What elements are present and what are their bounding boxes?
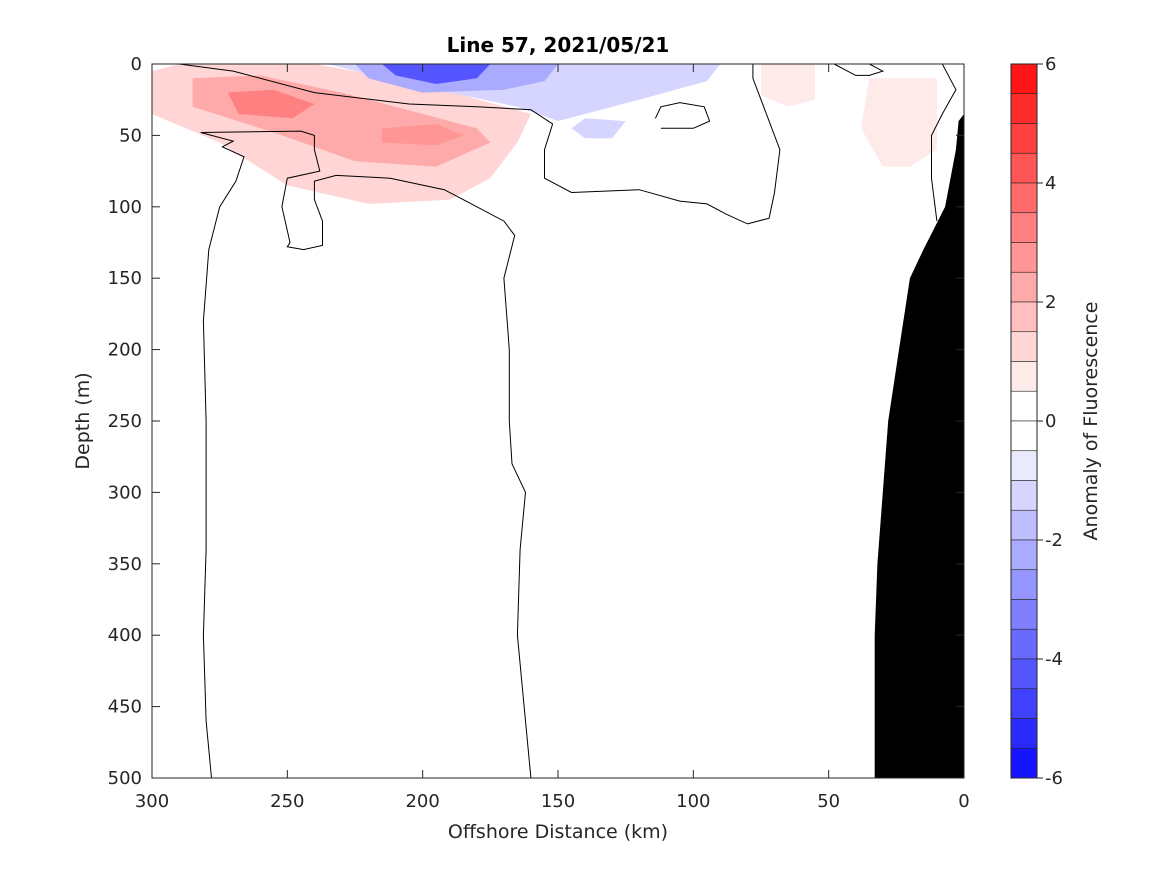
colorbar-bin [1010, 599, 1038, 630]
zero-contour-line [654, 102, 711, 129]
colorbar-bin [1010, 152, 1038, 184]
colorbar-tick-label: -4 [1045, 649, 1063, 670]
positive-anomaly-region [761, 64, 816, 107]
colorbar-tick-label: 2 [1045, 292, 1056, 313]
colorbar-bin [1010, 331, 1038, 362]
y-tick-label: 500 [108, 768, 142, 789]
x-axis: 300 250 200 150 100 50 0 [135, 64, 970, 812]
contour-lines [179, 64, 957, 778]
colorbar-bin [1010, 539, 1038, 571]
colorbar-bin [1010, 747, 1038, 779]
colorbar-tick-label: 6 [1045, 54, 1056, 75]
colorbar-bin [1010, 718, 1038, 749]
colorbar-tick-label: -2 [1045, 530, 1063, 551]
colorbar-bin [1010, 301, 1038, 333]
colorbar-bin [1010, 242, 1038, 273]
colorbar-tick-label: 0 [1045, 411, 1056, 432]
bathymetry [874, 114, 964, 778]
zero-contour-line [931, 64, 957, 222]
y-tick-label: 250 [108, 411, 142, 432]
y-tick-label: 300 [108, 482, 142, 503]
y-tick-label: 450 [108, 697, 142, 718]
colorbar-bin [1010, 271, 1038, 303]
y-axis-label: Depth (m) [72, 372, 94, 469]
colorbar: 6 4 2 0 -2 -4 -6 Anomaly of Fluorescence [1010, 54, 1102, 789]
colorbar-bin [1010, 212, 1038, 243]
x-tick-label: 300 [135, 791, 169, 812]
y-tick-label: 350 [108, 554, 142, 575]
colorbar-tick-label: 4 [1045, 173, 1056, 194]
y-tick-label: 150 [108, 268, 142, 289]
x-tick-label: 50 [817, 791, 840, 812]
x-tick-label: 150 [541, 791, 575, 812]
colorbar-bin [1010, 450, 1038, 481]
colorbar-bin [1010, 63, 1038, 95]
colorbar-bin [1010, 182, 1038, 214]
y-tick-label: 200 [108, 340, 142, 361]
colorbar-bin [1010, 628, 1038, 660]
colorbar-ticks: 6 4 2 0 -2 -4 -6 [1037, 54, 1063, 789]
x-axis-label: Offshore Distance (km) [448, 821, 668, 843]
x-tick-label: 200 [405, 791, 439, 812]
chart-title: Line 57, 2021/05/21 [447, 33, 670, 57]
colorbar-bin [1010, 658, 1038, 690]
colorbar-bin [1010, 390, 1038, 422]
colorbar-bin [1010, 361, 1038, 392]
positive-anomaly-region [861, 78, 937, 167]
x-tick-label: 250 [270, 791, 304, 812]
y-tick-label: 0 [131, 54, 142, 75]
filled-contours [152, 64, 937, 204]
zero-contour-line [179, 64, 781, 225]
colorbar-label: Anomaly of Fluorescence [1080, 302, 1102, 541]
colorbar-bin [1010, 93, 1038, 124]
colorbar-bin [1010, 509, 1038, 541]
colorbar-bins [1010, 63, 1038, 779]
colorbar-bin [1010, 123, 1038, 154]
colorbar-bin [1010, 480, 1038, 511]
plot-area [151, 63, 965, 779]
bathymetry-seafloor [874, 114, 964, 778]
x-tick-label: 100 [676, 791, 710, 812]
y-tick-label: 100 [108, 197, 142, 218]
y-tick-label: 50 [119, 125, 142, 146]
y-axis: 0 50 100 150 200 250 300 350 400 450 500 [108, 54, 964, 789]
positive-anomaly-region [227, 89, 315, 119]
negative-anomaly-region [571, 118, 626, 139]
x-tick-label: 0 [958, 791, 969, 812]
colorbar-bin [1010, 420, 1038, 452]
colorbar-tick-label: -6 [1045, 768, 1063, 789]
colorbar-bin [1010, 569, 1038, 600]
zero-contour-line [833, 64, 885, 76]
colorbar-bin [1010, 688, 1038, 719]
negative-anomaly-region [382, 64, 491, 84]
positive-anomaly-region [382, 124, 464, 146]
zero-contour-line [200, 130, 532, 778]
y-tick-label: 400 [108, 625, 142, 646]
